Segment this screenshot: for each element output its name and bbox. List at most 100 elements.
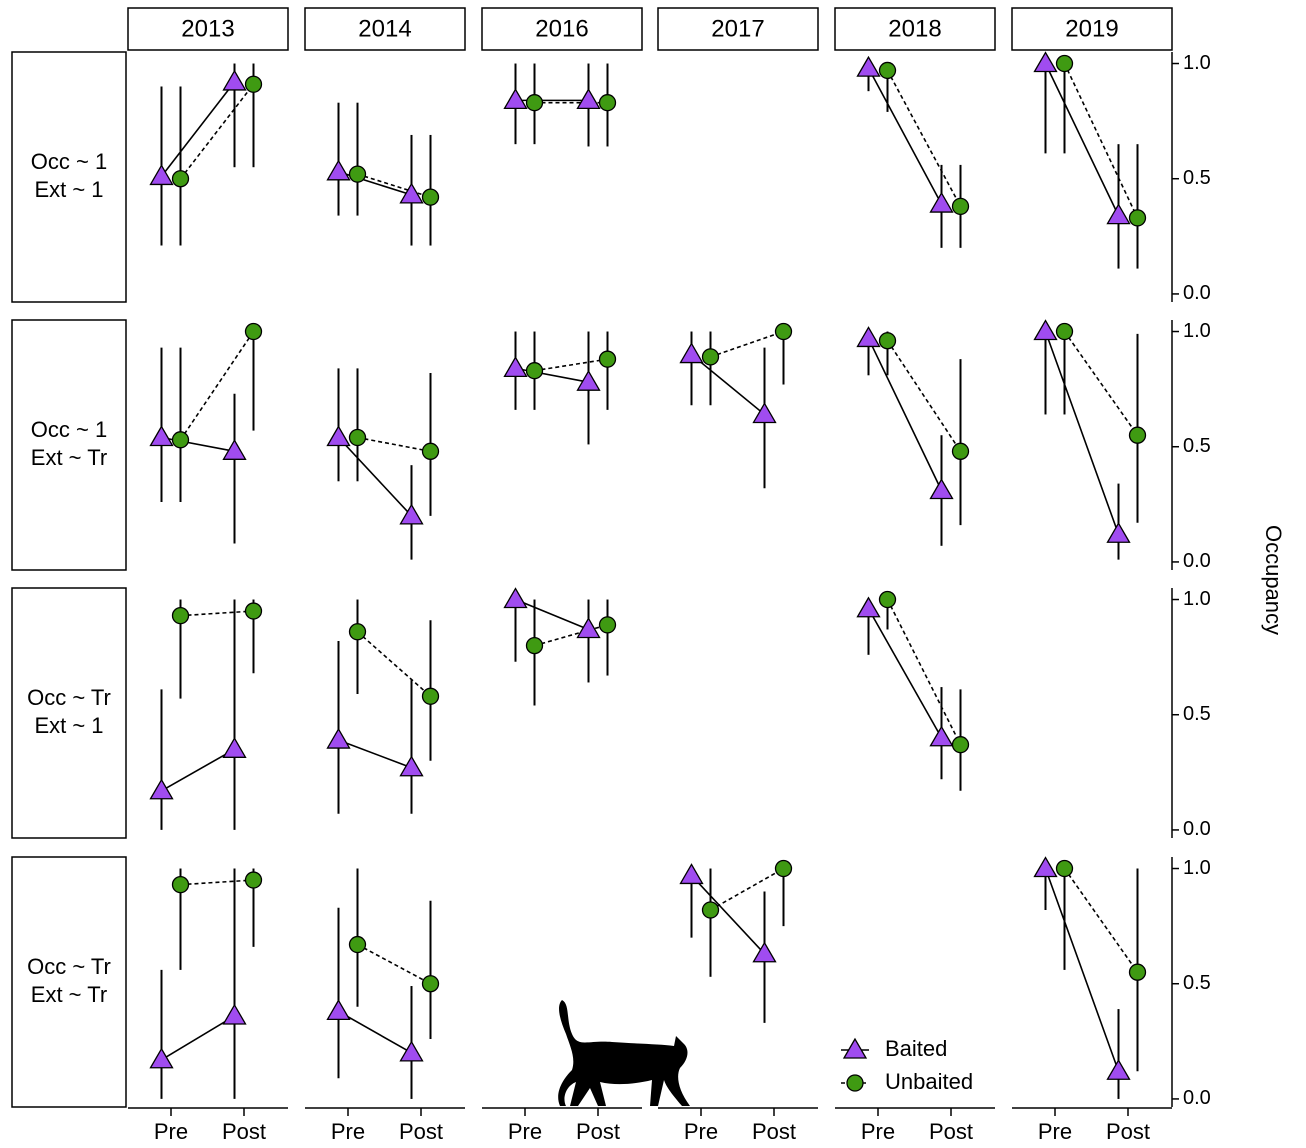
row-label: Occ ~ 1 (31, 149, 107, 174)
point (401, 757, 423, 776)
legend-marker (847, 1075, 863, 1091)
y-tick-label: 0.5 (1183, 435, 1211, 457)
point (173, 608, 189, 624)
y-tick-label: 1.0 (1183, 588, 1211, 610)
connector-line (888, 600, 961, 745)
connector-line (181, 880, 254, 885)
connector-line (692, 355, 765, 415)
point (527, 95, 543, 111)
connector-line (869, 338, 942, 490)
point (931, 480, 953, 499)
x-tick-label: Pre (331, 1119, 365, 1144)
connector-line (692, 875, 765, 953)
row-label: Ext ~ Tr (31, 445, 107, 470)
point (173, 171, 189, 187)
point (246, 76, 262, 92)
point (328, 427, 350, 446)
point (703, 902, 719, 918)
connector-line (358, 945, 431, 984)
point (578, 89, 600, 108)
point (858, 327, 880, 346)
point (754, 403, 776, 422)
point (350, 937, 366, 953)
point (224, 738, 246, 757)
point (1035, 321, 1057, 340)
point (401, 1042, 423, 1061)
y-tick-label: 1.0 (1183, 52, 1211, 74)
connector-line (358, 174, 431, 197)
point (880, 592, 896, 608)
point (703, 349, 719, 365)
page: Occupancy 2013 Pre Post 2014 Pre Post 2016 Pre P… (0, 0, 1306, 1148)
point (953, 198, 969, 214)
connector-line (888, 70, 961, 206)
connector-line (181, 332, 254, 440)
point (423, 688, 439, 704)
point (1035, 858, 1057, 877)
row-label: Ext ~ 1 (34, 177, 103, 202)
point (527, 638, 543, 654)
strip-label: 2014 (358, 15, 411, 42)
point (423, 443, 439, 459)
point (1057, 861, 1073, 877)
point (953, 737, 969, 753)
connector-line (162, 82, 235, 176)
point (1057, 324, 1073, 340)
y-tick-label: 0.0 (1183, 550, 1211, 572)
point (600, 95, 616, 111)
y-tick-label: 1.0 (1183, 320, 1211, 342)
point (350, 624, 366, 640)
point (151, 780, 173, 799)
strip-label: 2016 (535, 15, 588, 42)
legend-label: Unbaited (885, 1069, 973, 1094)
point (931, 727, 953, 746)
strip-label: 2019 (1065, 15, 1118, 42)
point (173, 877, 189, 893)
point (880, 333, 896, 349)
point (1108, 205, 1130, 224)
connector-line (516, 600, 589, 630)
point (505, 89, 527, 108)
connector-line (162, 1016, 235, 1060)
connector-line (1046, 869, 1119, 1072)
y-tick-label: 0.5 (1183, 167, 1211, 189)
connector-line (339, 1011, 412, 1052)
row-label: Ext ~ Tr (31, 982, 107, 1007)
y-axis-label: Occupancy (1261, 525, 1286, 635)
connector-line (1065, 64, 1138, 218)
point (600, 617, 616, 633)
connector-line (358, 438, 431, 452)
y-tick-label: 0.0 (1183, 282, 1211, 304)
point (224, 71, 246, 90)
x-tick-label: Post (399, 1119, 443, 1144)
x-tick-label: Post (929, 1119, 973, 1144)
point (1057, 56, 1073, 72)
connector-line (339, 740, 412, 768)
point (880, 62, 896, 78)
point (1130, 427, 1146, 443)
point (151, 1049, 173, 1068)
row-label: Occ ~ 1 (31, 417, 107, 442)
connector-line (181, 84, 254, 178)
point (328, 1000, 350, 1019)
point (151, 427, 173, 446)
x-tick-label: Pre (684, 1119, 718, 1144)
connector-line (711, 332, 784, 357)
connector-line (869, 609, 942, 738)
cat-silhouette (558, 1000, 690, 1106)
row-label: Ext ~ 1 (34, 713, 103, 738)
point (423, 976, 439, 992)
strip-label: 2013 (181, 15, 234, 42)
x-tick-label: Pre (1038, 1119, 1072, 1144)
strip-label: 2018 (888, 15, 941, 42)
point (931, 193, 953, 212)
point (246, 872, 262, 888)
legend-label: Baited (885, 1036, 947, 1061)
x-tick-label: Post (222, 1119, 266, 1144)
y-tick-label: 0.0 (1183, 818, 1211, 840)
row-label: Occ ~ Tr (27, 685, 111, 710)
point (776, 324, 792, 340)
y-tick-label: 0.0 (1183, 1087, 1211, 1109)
point (423, 189, 439, 205)
point (681, 864, 703, 883)
